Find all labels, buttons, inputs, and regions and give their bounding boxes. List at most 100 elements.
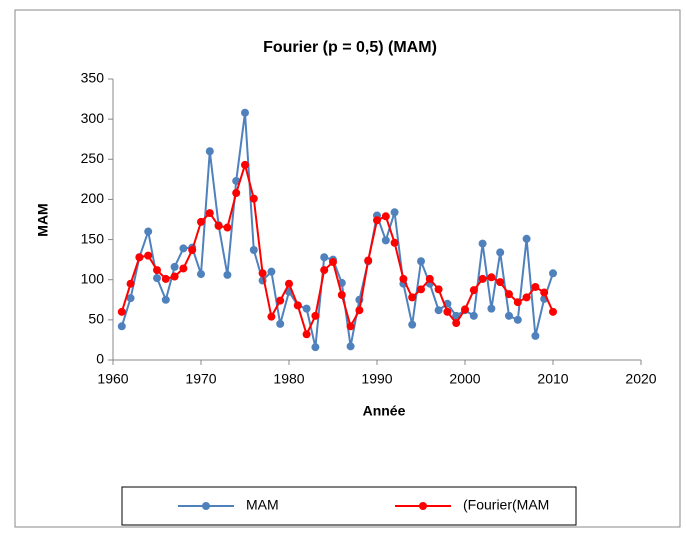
data-point (311, 311, 320, 320)
data-point (549, 269, 557, 278)
y-tick-label: 0 (96, 351, 104, 367)
data-point (276, 319, 285, 328)
y-tick-label: 150 (81, 230, 105, 246)
chart-title: Fourier (p = 0,5) (MAM) (263, 39, 437, 56)
data-point (478, 239, 487, 248)
data-point (469, 311, 478, 320)
chart-frame (14, 9, 681, 528)
data-point (346, 322, 355, 331)
data-point (531, 331, 540, 340)
data-point (197, 270, 205, 279)
data-point (258, 269, 267, 278)
legend-marker (419, 502, 427, 510)
data-point (373, 216, 381, 225)
data-point (161, 274, 170, 283)
data-point (478, 274, 487, 283)
y-axis-label: MAM (35, 203, 51, 236)
data-point (126, 294, 135, 303)
data-point (425, 274, 434, 283)
data-point (302, 304, 311, 313)
x-tick-label: 1970 (185, 371, 216, 387)
data-point (513, 315, 522, 324)
data-point (443, 307, 452, 316)
data-point (197, 217, 205, 226)
data-point (399, 274, 408, 283)
y-tick-label: 350 (81, 70, 105, 86)
data-point (232, 189, 241, 198)
data-point (496, 278, 505, 287)
data-point (417, 285, 425, 294)
data-point (241, 108, 249, 117)
x-tick-label: 2010 (537, 371, 568, 387)
data-point (469, 286, 478, 295)
data-point (381, 212, 390, 221)
data-point (505, 311, 513, 320)
data-point (223, 270, 232, 279)
x-axis-label: Année (363, 403, 406, 419)
y-tick-label: 300 (81, 110, 105, 126)
data-point (161, 295, 170, 304)
y-tick-label: 200 (81, 190, 105, 206)
data-point (249, 194, 258, 203)
data-point (487, 304, 496, 313)
data-point (153, 274, 161, 283)
x-tick-label: 1980 (273, 371, 304, 387)
data-point (408, 320, 417, 329)
data-point (434, 306, 443, 315)
data-point (549, 307, 557, 316)
data-point (417, 257, 425, 266)
data-point (293, 301, 302, 310)
data-point (144, 251, 153, 260)
data-point (364, 256, 373, 265)
data-point (452, 311, 461, 320)
data-point (179, 244, 188, 253)
data-point (267, 267, 276, 276)
data-point (355, 306, 364, 315)
data-point (320, 266, 329, 275)
data-point (205, 209, 214, 218)
data-point (540, 288, 549, 297)
data-point (170, 262, 179, 271)
x-tick-label: 2020 (625, 371, 656, 387)
data-point (522, 234, 531, 243)
data-point (214, 221, 223, 230)
data-point (135, 253, 144, 262)
data-point (513, 298, 522, 307)
data-point (346, 342, 355, 351)
data-point (267, 312, 276, 321)
data-point (487, 273, 496, 282)
data-point (126, 279, 135, 288)
data-point (223, 223, 232, 232)
y-tick-label: 50 (88, 311, 104, 327)
data-point (249, 246, 258, 255)
legend-label: (Fourier(MAM (463, 497, 549, 513)
x-tick-label: 1990 (361, 371, 392, 387)
data-point (117, 307, 126, 316)
data-point (329, 258, 337, 267)
data-point (241, 160, 249, 169)
y-tick-label: 250 (81, 150, 105, 166)
data-point (390, 238, 399, 247)
data-point (522, 293, 531, 302)
data-point (408, 293, 417, 302)
data-point (496, 248, 505, 257)
data-point (320, 253, 329, 262)
data-point (461, 305, 469, 314)
legend-label: MAM (246, 497, 279, 513)
data-point (381, 236, 390, 245)
data-point (232, 176, 241, 185)
data-point (144, 227, 153, 236)
data-point (311, 343, 320, 352)
legend-marker (202, 502, 210, 510)
data-point (531, 282, 540, 291)
x-tick-label: 2000 (449, 371, 480, 387)
y-tick-label: 100 (81, 270, 105, 286)
data-point (188, 246, 197, 255)
data-point (170, 272, 179, 281)
data-point (302, 330, 311, 339)
data-point (337, 290, 346, 299)
x-tick-label: 1960 (97, 371, 128, 387)
data-point (390, 208, 399, 217)
data-point (452, 319, 461, 328)
